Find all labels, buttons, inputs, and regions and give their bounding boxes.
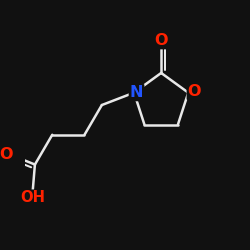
- Text: O: O: [0, 147, 13, 162]
- Text: N: N: [130, 85, 143, 100]
- Text: O: O: [154, 33, 168, 48]
- Text: OH: OH: [20, 190, 45, 206]
- Text: O: O: [188, 84, 201, 99]
